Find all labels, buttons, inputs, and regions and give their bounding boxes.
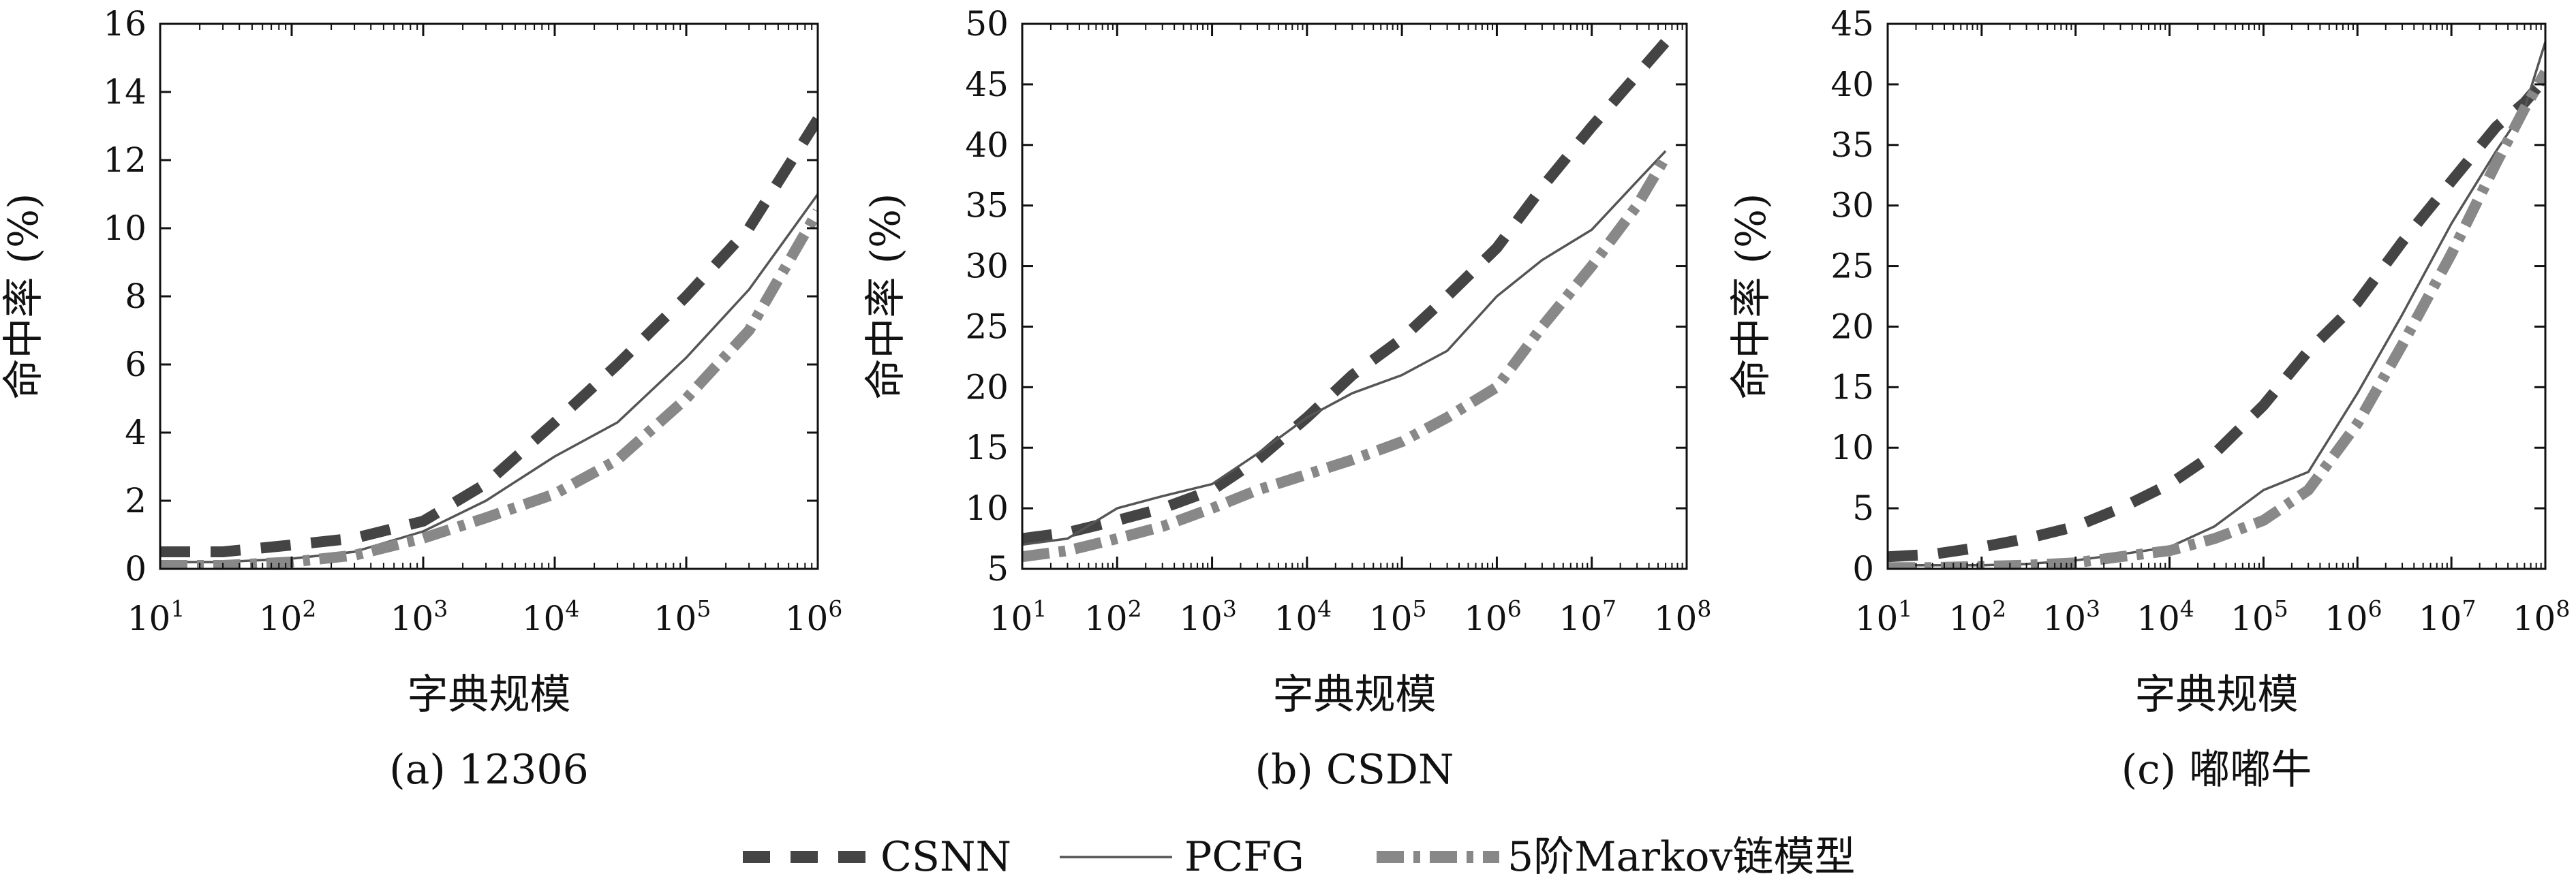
x-tick-label: 106 [1464,595,1522,638]
x-tick-label: 108 [2513,595,2571,638]
y-tick-label: 6 [125,345,147,384]
y-tick-label: 10 [965,488,1009,528]
y-tick-label: 15 [965,428,1009,467]
x-tick-label: 106 [2325,595,2382,638]
series-line-5-markov [1888,69,2545,569]
x-tick-label: 101 [127,595,185,638]
y-tick-label: 0 [125,549,147,589]
x-tick-label: 105 [2230,595,2288,638]
x-tick-label: 108 [1654,595,1712,638]
legend: CSNN PCFG 5阶Markov链模型 [743,833,1855,881]
series-line-pcfg [1888,42,2545,567]
x-axis-label: 字典规模 [2135,671,2299,719]
y-tick-label: 14 [103,72,147,112]
legend-item-markov: 5阶Markov链模型 [1377,833,1855,881]
y-tick-label: 45 [1830,4,1874,44]
y-tick-label: 20 [1830,307,1874,346]
panel-caption: (a) 12306 [389,746,589,794]
series-line-pcfg [160,193,818,563]
plot-frame [159,22,819,570]
x-tick-label: 102 [1949,595,2007,638]
y-tick-label: 35 [965,186,1009,225]
x-axis-label: 字典规模 [408,671,571,719]
series-line-5-markov [160,208,818,569]
y-tick-label: 8 [125,277,147,316]
series-line-csnn [1022,38,1670,544]
x-tick-label: 104 [1274,595,1332,638]
y-tick-label: 35 [1830,125,1874,165]
plot-frame [1021,22,1688,570]
x-tick-label: 104 [522,595,580,638]
x-axis-label: 字典规模 [1273,671,1437,719]
legend-item-csnn: CSNN [743,833,1011,881]
legend-item-pcfg: PCFG [1060,833,1304,881]
y-tick-label: 40 [965,125,1009,165]
y-tick-label: 25 [965,307,1009,346]
x-tick-label: 107 [1559,595,1616,638]
y-tick-label: 45 [965,65,1009,104]
y-axis-label: 命中率 (%) [0,193,48,400]
legend-label-pcfg: PCFG [1184,833,1304,881]
legend-label-csnn: CSNN [880,833,1011,881]
series-line-5-markov [1022,154,1670,563]
x-tick-label: 102 [1084,595,1142,638]
x-tick-label: 102 [259,595,317,638]
series-line-csnn [160,116,818,557]
y-tick-label: 30 [1830,186,1874,225]
y-tick-label: 2 [125,481,147,520]
y-tick-label: 15 [1830,367,1874,407]
y-tick-label: 16 [103,4,147,44]
y-axis-label: 命中率 (%) [1728,193,1775,400]
chart-panel-3: 0 5 10 15 20 25 30 35 40 45 101 102 103 104 105 106 107 1… [1728,4,2570,794]
y-axis-label: 命中率 (%) [862,193,910,400]
series-line-pcfg [1022,150,1667,546]
x-tick-label: 106 [785,595,843,638]
legend-label-markov: 5阶Markov链模型 [1507,833,1855,881]
chart-panel-2: 5 10 15 20 25 30 35 40 45 50 101 102 103 104 105 106 107… [862,4,1711,794]
y-tick-label: 50 [965,4,1009,44]
y-tick-label: 30 [965,247,1009,286]
x-tick-label: 103 [390,595,448,638]
y-tick-label: 4 [125,413,147,452]
x-tick-label: 103 [2042,595,2100,638]
x-tick-label: 101 [1855,595,1913,638]
panel-caption: (c) 嘟嘟牛 [2121,746,2312,794]
y-tick-label: 20 [965,367,1009,407]
y-tick-label: 5 [987,549,1009,589]
chart-panel-1: 0 2 4 6 8 10 12 14 16 101 102 103 104 105 106 字典规模 命中率 (… [0,4,842,794]
x-tick-label: 101 [990,595,1047,638]
x-tick-label: 105 [1369,595,1427,638]
plot-frame [1886,22,2547,570]
y-tick-label: 5 [1852,488,1874,528]
y-tick-label: 25 [1830,247,1874,286]
series-line-csnn [1888,74,2545,563]
y-tick-label: 12 [103,140,147,180]
panel-caption: (b) CSDN [1255,746,1454,794]
x-tick-label: 103 [1179,595,1237,638]
x-tick-label: 107 [2419,595,2477,638]
y-tick-label: 0 [1852,549,1874,589]
y-tick-label: 10 [1830,428,1874,467]
y-tick-label: 10 [103,208,147,248]
y-tick-label: 40 [1830,65,1874,104]
x-tick-label: 105 [654,595,711,638]
x-tick-label: 104 [2136,595,2194,638]
